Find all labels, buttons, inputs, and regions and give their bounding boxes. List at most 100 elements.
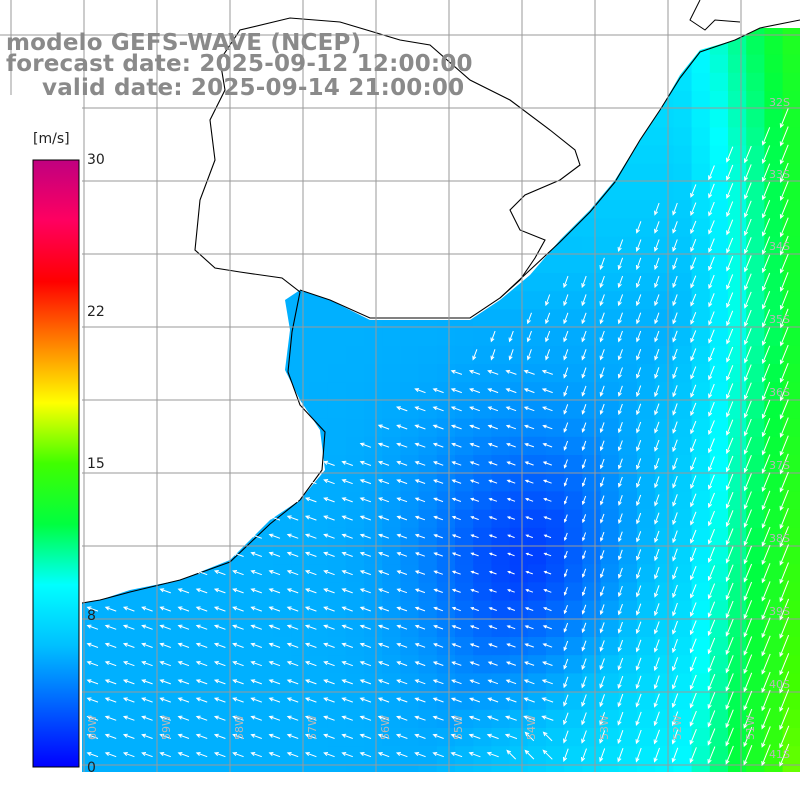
wind-arrow bbox=[671, 693, 679, 708]
speed-cell bbox=[491, 709, 511, 729]
wind-arrow bbox=[707, 529, 715, 545]
wind-arrow bbox=[286, 533, 299, 539]
speed-cell bbox=[764, 436, 784, 456]
speed-cell bbox=[509, 618, 529, 638]
speed-cell bbox=[382, 436, 401, 456]
speed-cell bbox=[673, 527, 693, 547]
wind-arrow bbox=[654, 275, 660, 289]
wind-arrow bbox=[761, 653, 771, 675]
wind-arrow bbox=[232, 697, 244, 703]
speed-cell bbox=[509, 436, 529, 456]
speed-cell bbox=[491, 455, 511, 474]
wind-arrow bbox=[414, 497, 426, 503]
speed-cell bbox=[218, 746, 238, 765]
wind-arrow bbox=[541, 679, 553, 685]
speed-cell bbox=[582, 746, 602, 765]
speed-cell bbox=[709, 600, 729, 620]
speed-cell bbox=[600, 382, 620, 401]
speed-cell bbox=[564, 273, 583, 292]
speed-cell bbox=[291, 546, 310, 565]
wind-arrow bbox=[563, 330, 569, 343]
speed-cell bbox=[236, 618, 256, 638]
speed-cell bbox=[582, 400, 602, 420]
latitude-label: 35S bbox=[769, 313, 790, 326]
speed-cell bbox=[163, 637, 183, 656]
speed-cell bbox=[291, 291, 310, 310]
speed-cell bbox=[127, 709, 147, 729]
speed-cell bbox=[764, 145, 784, 165]
speed-cell bbox=[364, 436, 383, 456]
speed-cell bbox=[746, 345, 765, 365]
wind-arrow bbox=[141, 733, 153, 739]
wind-arrow bbox=[177, 697, 190, 703]
wind-arrow bbox=[581, 604, 587, 615]
wind-arrow bbox=[779, 435, 789, 457]
wind-arrow bbox=[725, 473, 734, 491]
wind-arrow bbox=[341, 460, 353, 466]
wind-arrow bbox=[617, 385, 623, 397]
speed-cell bbox=[382, 455, 401, 474]
speed-cell bbox=[564, 309, 583, 329]
speed-cell bbox=[218, 728, 238, 747]
wind-arrow bbox=[396, 588, 408, 594]
wind-arrow bbox=[563, 550, 568, 560]
wind-arrow bbox=[779, 562, 789, 585]
wind-arrow bbox=[414, 643, 426, 648]
wind-arrow bbox=[377, 460, 390, 466]
speed-cell bbox=[728, 145, 747, 165]
speed-cell bbox=[746, 473, 765, 492]
speed-cell bbox=[254, 582, 274, 602]
speed-cell bbox=[618, 655, 638, 674]
wind-arrow bbox=[525, 589, 534, 593]
speed-cell bbox=[655, 163, 674, 183]
wind-arrow bbox=[672, 566, 678, 580]
speed-cell bbox=[418, 455, 438, 474]
wind-arrow bbox=[600, 513, 605, 524]
wind-arrow bbox=[690, 275, 697, 289]
wind-arrow bbox=[195, 679, 208, 685]
speed-cell bbox=[746, 637, 765, 656]
longitude-label: 60W bbox=[86, 715, 99, 740]
speed-cell bbox=[564, 691, 583, 711]
speed-cell bbox=[364, 491, 383, 511]
wind-arrow bbox=[672, 639, 678, 654]
speed-cell bbox=[746, 728, 765, 747]
wind-arrow bbox=[689, 602, 697, 617]
speed-cell bbox=[527, 691, 547, 711]
wind-arrow bbox=[543, 552, 552, 557]
speed-cell bbox=[582, 254, 602, 274]
speed-cell bbox=[127, 673, 147, 693]
speed-cell bbox=[473, 564, 492, 583]
speed-cell bbox=[509, 291, 529, 310]
speed-cell bbox=[327, 655, 347, 674]
speed-cell bbox=[600, 546, 620, 565]
longitude-label: 52W bbox=[671, 715, 684, 740]
speed-cell bbox=[382, 364, 401, 383]
speed-cell bbox=[673, 400, 693, 420]
speed-cell bbox=[655, 145, 674, 165]
wind-arrow bbox=[581, 586, 587, 597]
speed-cell bbox=[746, 527, 765, 547]
wind-arrow bbox=[762, 272, 771, 292]
speed-cell bbox=[127, 637, 147, 656]
speed-cell bbox=[746, 327, 765, 347]
wind-arrow bbox=[762, 309, 771, 328]
speed-cell bbox=[527, 709, 547, 729]
speed-cell bbox=[455, 746, 474, 765]
speed-cell bbox=[309, 618, 329, 638]
wind-arrow bbox=[708, 238, 715, 253]
speed-cell bbox=[728, 400, 747, 420]
wind-arrow bbox=[690, 184, 697, 198]
wind-arrow bbox=[396, 570, 408, 575]
speed-cell bbox=[254, 673, 274, 693]
wind-arrow bbox=[599, 694, 605, 708]
speed-cell bbox=[182, 673, 201, 693]
speed-cell bbox=[145, 691, 165, 711]
speed-cell bbox=[582, 728, 602, 747]
speed-cell bbox=[163, 600, 183, 620]
wind-arrow bbox=[779, 399, 789, 420]
speed-cell bbox=[546, 618, 565, 638]
wind-arrow bbox=[581, 730, 587, 744]
speed-cell bbox=[345, 728, 365, 747]
wind-arrow bbox=[377, 624, 390, 630]
